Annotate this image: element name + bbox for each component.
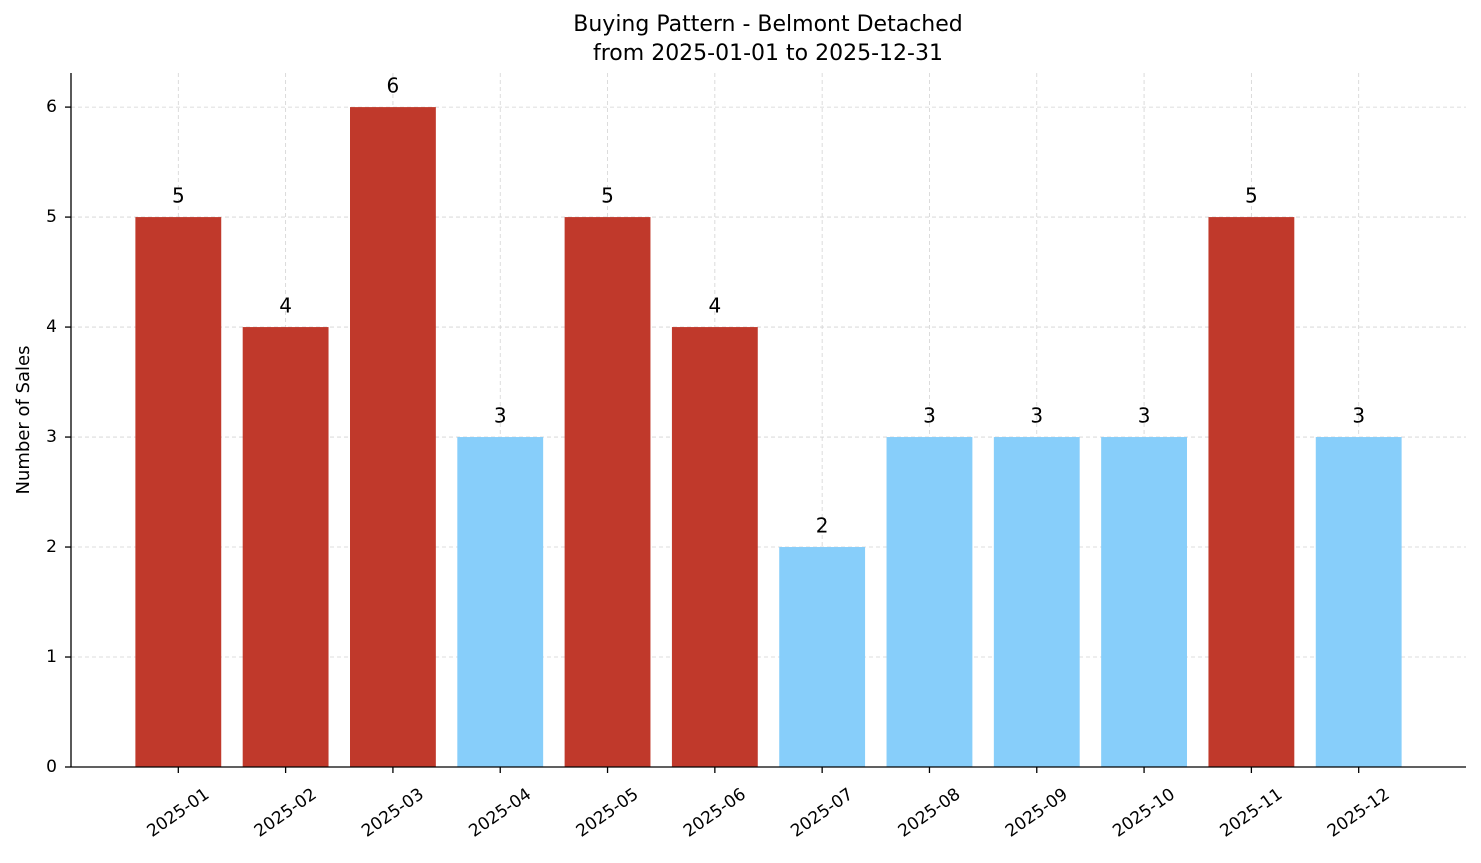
value-label: 4 [279, 294, 292, 318]
bar [671, 327, 758, 767]
bar [135, 217, 222, 768]
value-label: 6 [387, 74, 400, 98]
y-tick-label: 3 [46, 427, 57, 447]
x-tick-label: 2025-02 [251, 784, 321, 841]
y-axis-label: Number of Sales [13, 345, 34, 494]
chart-title: Buying Pattern - Belmont Detached [573, 12, 962, 37]
bar [242, 327, 329, 767]
x-tick-label: 2025-08 [895, 784, 965, 841]
value-label: 2 [816, 514, 829, 538]
y-tick-label: 4 [46, 317, 57, 337]
value-label: 5 [1245, 184, 1258, 208]
value-label: 3 [494, 404, 507, 428]
value-label: 4 [708, 294, 721, 318]
x-tick-label: 2025-03 [358, 784, 428, 841]
bar [779, 547, 866, 767]
bar [350, 107, 436, 767]
value-label: 5 [601, 184, 614, 208]
chart-subtitle: from 2025-01-01 to 2025-12-31 [593, 41, 943, 66]
value-label: 3 [1352, 404, 1365, 428]
x-tick-label: 2025-09 [1002, 784, 1072, 841]
y-tick-label: 1 [46, 647, 57, 667]
value-label: 3 [923, 404, 936, 428]
bar [564, 217, 651, 768]
value-label: 3 [1030, 404, 1043, 428]
y-tick-label: 6 [46, 97, 57, 117]
value-label: 3 [1138, 404, 1151, 428]
bar [993, 437, 1080, 767]
x-tick-label: 2025-05 [573, 784, 643, 841]
x-tick-label: 2025-01 [143, 784, 213, 841]
x-tick-label: 2025-04 [465, 784, 535, 841]
y-tick-label: 5 [46, 207, 57, 227]
value-label: 5 [172, 184, 185, 208]
bar [886, 437, 973, 767]
x-tick-label: 2025-10 [1109, 784, 1179, 841]
x-tick-label: 2025-11 [1217, 784, 1287, 841]
bar [1315, 437, 1402, 767]
x-tick-label: 2025-12 [1324, 784, 1394, 841]
bar [1208, 217, 1295, 768]
x-tick-label: 2025-06 [680, 784, 750, 841]
x-tick-label: 2025-07 [787, 784, 857, 841]
y-tick-label: 0 [46, 757, 57, 777]
y-tick-label: 2 [46, 537, 57, 557]
bar [1101, 437, 1187, 767]
bar [457, 437, 544, 767]
